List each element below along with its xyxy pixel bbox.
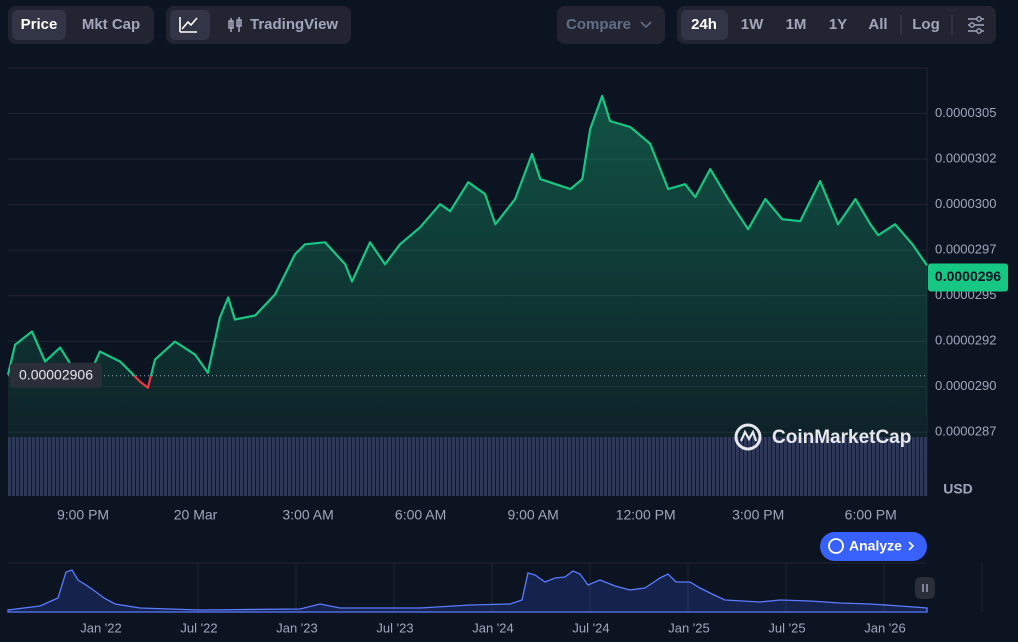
y-tick-label: 0.0000290: [935, 378, 996, 393]
tradingview-button[interactable]: TradingView: [228, 16, 338, 33]
navigator-label: Jul '24: [572, 620, 609, 635]
watermark: CoinMarketCap: [734, 423, 911, 451]
range-button[interactable]: 1M: [786, 16, 807, 33]
range-group: [677, 6, 996, 44]
line-chart-button[interactable]: [170, 10, 210, 40]
mkt-cap-button[interactable]: Mkt Cap: [82, 16, 140, 33]
last-price-label: 0.0000296: [935, 268, 1001, 284]
button-label: 24h: [691, 16, 717, 33]
button-label: 1Y: [829, 16, 847, 33]
price-button[interactable]: Price: [12, 10, 66, 40]
range-button[interactable]: 1Y: [829, 16, 847, 33]
analyze-button[interactable]: Analyze: [820, 532, 927, 561]
watermark-logo: [734, 423, 762, 451]
button-label: Mkt Cap: [82, 16, 140, 33]
compare-button[interactable]: Compare: [557, 6, 665, 44]
handle-grip: [922, 584, 928, 592]
chevron: [640, 21, 652, 29]
settings-button[interactable]: [968, 16, 984, 34]
reference-label-bg: [10, 362, 102, 388]
navigator-label: Jul '25: [768, 620, 805, 635]
range-button[interactable]: 1W: [741, 16, 764, 33]
navigator-label: Jan '25: [668, 620, 710, 635]
button-bg: [12, 10, 66, 40]
y-tick-label: 0.0000300: [935, 196, 996, 211]
watermark-text: CoinMarketCap: [772, 427, 911, 448]
reference-label: 0.00002906: [19, 366, 93, 382]
button-label: 1M: [786, 16, 807, 33]
button-label: 1W: [741, 16, 764, 33]
y-tick-label: 0.0000292: [935, 333, 996, 348]
currency-label: USD: [943, 481, 973, 497]
x-tick-label: 6:00 AM: [395, 507, 446, 523]
range-button[interactable]: 24h: [691, 16, 717, 33]
button-bg: [820, 532, 927, 561]
navigator-label: Jul '22: [180, 620, 217, 635]
button-label: Analyze: [849, 538, 902, 554]
last-price-tag: [928, 263, 1008, 292]
chevron: [908, 541, 915, 551]
navigator-label: Jan '22: [80, 620, 122, 635]
y-tick-label: 0.0000302: [935, 151, 996, 166]
button-label: TradingView: [250, 16, 338, 33]
x-tick-label: 6:00 PM: [845, 507, 897, 523]
navigator-handle[interactable]: [915, 577, 935, 599]
volume-bars: [8, 437, 927, 496]
navigator-label: Jan '23: [276, 620, 318, 635]
navigator-label: Jan '24: [472, 620, 514, 635]
x-tick-label: 9:00 AM: [507, 507, 558, 523]
settings-knob: [976, 28, 982, 34]
candle-icon: [228, 17, 242, 32]
log-button[interactable]: Log: [912, 16, 940, 33]
button-label: All: [868, 16, 887, 33]
button-label: Price: [21, 16, 58, 33]
range-button[interactable]: All: [868, 16, 887, 33]
button-bg: [557, 6, 665, 44]
navigator-label: Jul '23: [376, 620, 413, 635]
settings-knob: [969, 22, 975, 28]
price-line: [6, 94, 928, 389]
button-label: Log: [912, 16, 940, 33]
area-fill: [8, 95, 927, 497]
watermark-logo-mark: [739, 429, 758, 442]
analyze-icon: [828, 538, 844, 554]
settings-knob: [976, 16, 982, 22]
navigator-label: Jan '26: [864, 620, 906, 635]
toggle-group: [166, 6, 351, 44]
x-tick-label: 3:00 PM: [732, 507, 784, 523]
x-tick-label: 20 Mar: [174, 507, 218, 523]
y-tick-label: 0.0000305: [935, 105, 996, 120]
x-tick-label: 12:00 PM: [616, 507, 676, 523]
active-range-bg: [681, 10, 728, 40]
x-tick-label: 3:00 AM: [282, 507, 333, 523]
x-tick-label: 9:00 PM: [57, 507, 109, 523]
button-label: Compare: [566, 16, 631, 33]
line-icon: [179, 17, 198, 33]
y-tick-label: 0.0000297: [935, 242, 996, 257]
navigator-area: [7, 569, 928, 613]
y-tick-label: 0.0000287: [935, 424, 996, 439]
